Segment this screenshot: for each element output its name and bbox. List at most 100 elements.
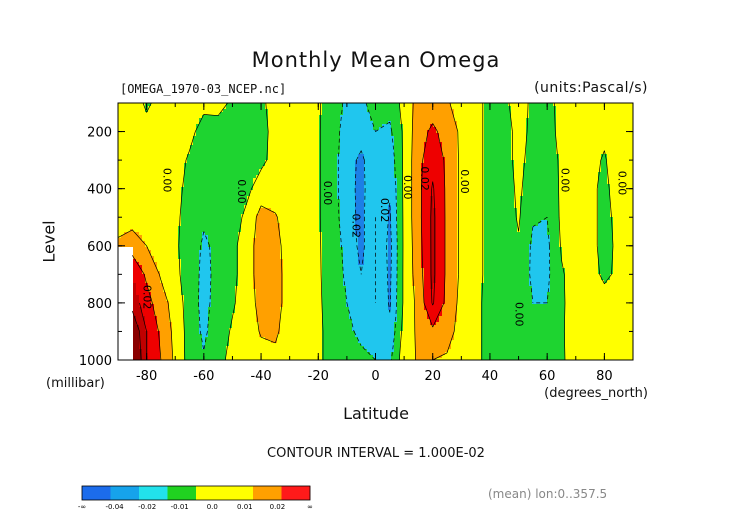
heatmap-cell (256, 172, 260, 176)
heatmap-cell (613, 163, 617, 167)
heatmap-cell (610, 121, 614, 125)
heatmap-cell (292, 115, 296, 119)
heatmap-cell (544, 154, 548, 158)
heatmap-cell (256, 145, 260, 149)
heatmap-cell (490, 106, 494, 110)
heatmap-cell (469, 106, 473, 110)
heatmap-cell (550, 109, 554, 113)
heatmap-cell (484, 121, 488, 125)
heatmap-cell (460, 169, 464, 173)
heatmap-cell (559, 121, 563, 125)
heatmap-cell (130, 106, 134, 110)
heatmap-cell (322, 163, 326, 167)
heatmap-cell (619, 109, 623, 113)
heatmap-cell (565, 175, 569, 179)
heatmap-cell (538, 184, 542, 188)
heatmap-cell (136, 166, 140, 170)
heatmap-cell (472, 145, 476, 149)
heatmap-cell (361, 187, 365, 191)
heatmap-cell (253, 118, 257, 122)
heatmap-cell (475, 142, 479, 146)
heatmap-cell (355, 118, 359, 122)
heatmap-cell (424, 133, 428, 137)
heatmap-cell (283, 178, 287, 182)
heatmap-cell (349, 148, 353, 152)
heatmap-cell (604, 160, 608, 164)
heatmap-cell (322, 169, 326, 173)
heatmap-cell (511, 184, 515, 188)
heatmap-cell (406, 124, 410, 128)
heatmap-cell (622, 112, 626, 116)
heatmap-cell (490, 130, 494, 134)
heatmap-cell (199, 109, 203, 113)
heatmap-cell (586, 103, 590, 107)
heatmap-cell (229, 184, 233, 188)
heatmap-cell (208, 139, 212, 143)
heatmap-cell (418, 115, 422, 119)
heatmap-cell (583, 136, 587, 140)
heatmap-cell (226, 178, 230, 182)
heatmap-cell (466, 103, 470, 107)
heatmap-cell (253, 112, 257, 116)
heatmap-cell (235, 175, 239, 179)
heatmap-cell (448, 109, 452, 113)
heatmap-cell (136, 157, 140, 161)
heatmap-cell (244, 184, 248, 188)
heatmap-cell (235, 133, 239, 137)
heatmap-cell (334, 142, 338, 146)
heatmap-cell (502, 151, 506, 155)
heatmap-cell (589, 142, 593, 146)
heatmap-cell (349, 166, 353, 170)
heatmap-cell (391, 160, 395, 164)
heatmap-cell (322, 115, 326, 119)
heatmap-cell (442, 154, 446, 158)
heatmap-cell (493, 112, 497, 116)
heatmap-cell (211, 130, 215, 134)
heatmap-cell (319, 157, 323, 161)
heatmap-cell (448, 148, 452, 152)
heatmap-cell (475, 139, 479, 143)
heatmap-cell (193, 169, 197, 173)
heatmap-cell (148, 172, 152, 176)
heatmap-cell (616, 163, 620, 167)
heatmap-cell (316, 172, 320, 176)
heatmap-cell (265, 124, 269, 128)
heatmap-cell (592, 154, 596, 158)
heatmap-cell (544, 160, 548, 164)
heatmap-cell (433, 148, 437, 152)
heatmap-cell (475, 124, 479, 128)
heatmap-cell (316, 163, 320, 167)
heatmap-cell (547, 139, 551, 143)
heatmap-cell (541, 172, 545, 176)
heatmap-cell (565, 166, 569, 170)
heatmap-cell (205, 145, 209, 149)
heatmap-cell (220, 115, 224, 119)
heatmap-cell (385, 133, 389, 137)
heatmap-cell (223, 148, 227, 152)
heatmap-cell (469, 145, 473, 149)
heatmap-cell (538, 181, 542, 185)
heatmap-cell (262, 154, 266, 158)
heatmap-cell (607, 130, 611, 134)
heatmap-cell (223, 169, 227, 173)
heatmap-cell (427, 160, 431, 164)
heatmap-cell (169, 163, 173, 167)
heatmap-cell (565, 160, 569, 164)
heatmap-cell (499, 172, 503, 176)
heatmap-cell (226, 112, 230, 116)
heatmap-cell (472, 160, 476, 164)
heatmap-cell (598, 142, 602, 146)
heatmap-cell (496, 163, 500, 167)
heatmap-cell (568, 169, 572, 173)
heatmap-cell (301, 130, 305, 134)
heatmap-cell (616, 151, 620, 155)
heatmap-cell (469, 127, 473, 131)
heatmap-cell (340, 145, 344, 149)
heatmap-cell (514, 118, 518, 122)
heatmap-cell (469, 178, 473, 182)
heatmap-cell (130, 187, 134, 191)
heatmap-cell (379, 115, 383, 119)
heatmap-cell (376, 160, 380, 164)
heatmap-cell (376, 115, 380, 119)
heatmap-cell (487, 106, 491, 110)
